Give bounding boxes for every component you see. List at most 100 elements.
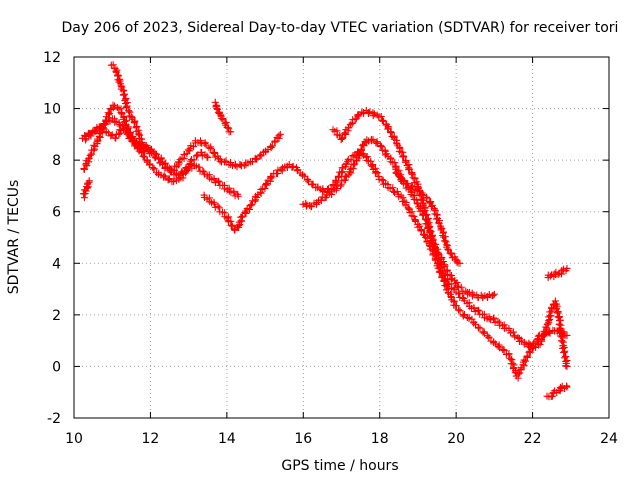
data-point: [443, 267, 451, 275]
data-point: [204, 154, 212, 162]
data-point: [490, 290, 498, 298]
data-point: [149, 164, 157, 172]
data-point: [413, 199, 421, 207]
data-point: [366, 108, 374, 116]
data-point: [248, 158, 256, 166]
data-point: [289, 162, 297, 170]
data-point: [276, 130, 284, 138]
data-point: [215, 204, 223, 212]
data-point: [135, 130, 143, 138]
data-point: [121, 117, 129, 125]
data-point: [434, 249, 442, 257]
data-point: [484, 294, 492, 302]
data-point: [553, 309, 561, 317]
grid-layer: [74, 57, 609, 418]
data-point: [441, 237, 449, 245]
data-point: [190, 143, 198, 151]
data-point: [241, 209, 249, 217]
data-point: [275, 132, 283, 140]
data-point: [395, 147, 403, 155]
series-arc-4: [107, 61, 154, 154]
data-point: [476, 324, 484, 332]
data-point: [552, 304, 560, 312]
data-point: [441, 262, 449, 270]
series-arc-2: [80, 101, 242, 200]
data-point: [362, 153, 370, 161]
data-point: [334, 172, 342, 180]
data-point: [514, 334, 522, 342]
x-tick-label: 14: [218, 431, 236, 447]
data-point: [494, 317, 502, 325]
series-arc-8: [329, 106, 537, 350]
data-point: [468, 292, 476, 300]
data-point: [384, 124, 392, 132]
data-point: [349, 161, 357, 169]
series-arc-5: [211, 98, 235, 136]
x-tick-label: 18: [371, 431, 389, 447]
data-point: [452, 302, 460, 310]
data-point: [365, 109, 373, 117]
data-point: [563, 331, 571, 339]
data-point: [238, 212, 246, 220]
data-point: [447, 293, 455, 301]
data-layer: [78, 61, 571, 401]
data-point: [447, 250, 455, 258]
series-arc-6: [80, 177, 93, 202]
data-point: [214, 177, 222, 185]
data-point: [211, 98, 219, 106]
data-point: [85, 154, 93, 162]
data-point: [522, 357, 530, 365]
data-point: [348, 120, 356, 128]
data-point: [377, 142, 385, 150]
data-point: [546, 308, 554, 316]
data-point: [198, 148, 206, 156]
data-point: [563, 383, 571, 391]
data-point: [227, 128, 235, 136]
y-axis-label: SDTVAR / TECUs: [6, 180, 22, 295]
data-point: [128, 133, 136, 141]
data-point: [113, 104, 121, 112]
data-point: [514, 370, 522, 378]
data-point: [203, 152, 211, 160]
series-arc-10: [392, 165, 464, 267]
data-point: [224, 124, 232, 132]
data-point: [459, 312, 467, 320]
data-point: [115, 78, 123, 86]
data-point: [257, 185, 265, 193]
data-point: [415, 203, 423, 211]
data-point: [378, 176, 386, 184]
data-point: [456, 259, 464, 267]
data-point: [562, 362, 570, 370]
y-tick-label: 10: [43, 102, 61, 118]
data-point: [563, 264, 571, 272]
data-point: [378, 116, 386, 124]
y-tick-label: 12: [43, 50, 61, 66]
data-point: [301, 172, 309, 180]
data-point: [267, 172, 275, 180]
data-point: [92, 127, 100, 135]
data-point: [90, 141, 98, 149]
data-point: [195, 163, 203, 171]
data-point: [251, 154, 259, 162]
data-point: [207, 145, 215, 153]
data-point: [157, 155, 165, 163]
data-point: [341, 172, 349, 180]
data-point: [446, 271, 454, 279]
y-tick-label: -2: [47, 411, 61, 427]
data-point: [435, 219, 443, 227]
data-point: [213, 104, 221, 112]
data-point: [256, 188, 264, 196]
data-point: [400, 197, 408, 205]
data-point: [190, 156, 198, 164]
data-point: [490, 338, 498, 346]
data-point: [377, 112, 385, 120]
data-point: [563, 362, 571, 370]
data-point: [186, 160, 194, 168]
data-point: [115, 130, 123, 138]
x-tick-label: 24: [600, 431, 618, 447]
data-point: [425, 228, 433, 236]
data-point: [511, 333, 519, 341]
data-point: [137, 139, 145, 147]
data-point: [262, 179, 270, 187]
data-point: [457, 283, 465, 291]
